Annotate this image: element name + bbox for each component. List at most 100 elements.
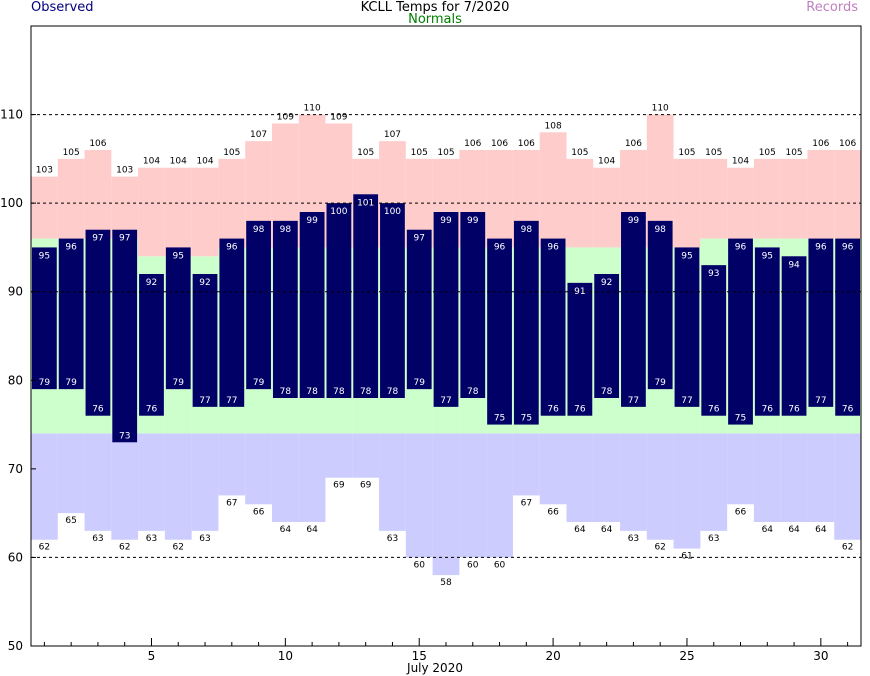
record-high-label: 106 — [812, 139, 829, 149]
record-high-label: 105 — [785, 148, 802, 158]
record-high-label: 105 — [437, 148, 454, 158]
observed-low-label: 76 — [788, 405, 800, 415]
observed-bar — [754, 247, 780, 416]
record-low-label: 60 — [494, 560, 506, 570]
record-low-band — [539, 433, 567, 505]
record-high-label: 103 — [116, 166, 133, 176]
record-low-band — [700, 433, 728, 531]
observed-bar — [728, 238, 753, 425]
record-low-label: 67 — [226, 498, 237, 508]
observed-high-label: 96 — [65, 243, 77, 253]
observed-high-label: 98 — [280, 225, 292, 235]
observed-bar — [567, 282, 593, 416]
observed-high-label: 100 — [330, 207, 347, 217]
observed-bar — [326, 203, 352, 398]
y-tick-label: 80 — [8, 373, 23, 387]
observed-low-label: 76 — [708, 405, 720, 415]
record-high-band — [834, 150, 861, 239]
record-low-label: 64 — [601, 525, 613, 535]
record-low-band — [486, 433, 513, 558]
record-low-band — [646, 433, 674, 540]
record-low-band — [432, 433, 460, 576]
record-low-label: 62 — [173, 543, 184, 553]
observed-low-label: 76 — [547, 405, 559, 415]
record-low-label: 60 — [467, 560, 479, 570]
observed-low-label: 79 — [253, 378, 265, 388]
record-low-band — [727, 433, 754, 505]
observed-low-label: 78 — [280, 387, 292, 397]
legend-normals: Normals — [408, 12, 462, 27]
record-low-label: 64 — [788, 525, 800, 535]
record-high-band — [593, 167, 621, 248]
record-low-band — [512, 433, 540, 496]
record-low-band — [138, 433, 165, 531]
record-high-band — [700, 158, 728, 239]
observed-low-label: 79 — [413, 378, 425, 388]
observed-high-label: 95 — [39, 251, 50, 261]
observed-bar — [192, 274, 218, 407]
observed-low-label: 73 — [119, 431, 130, 441]
record-low-label: 63 — [387, 534, 398, 544]
record-high-band — [31, 176, 58, 239]
record-low-label: 66 — [253, 507, 265, 517]
observed-bar — [246, 220, 271, 390]
observed-high-label: 99 — [628, 216, 640, 226]
record-low-band — [111, 433, 139, 540]
observed-high-label: 91 — [574, 287, 585, 297]
record-high-band — [191, 167, 219, 257]
chart-title: KCLL Temps for 7/2020 — [360, 0, 510, 15]
observed-low-label: 77 — [199, 396, 210, 406]
record-high-label: 104 — [196, 157, 213, 167]
observed-bar — [165, 247, 191, 390]
record-low-label: 62 — [654, 543, 665, 553]
legend-observed: Observed — [31, 0, 94, 15]
observed-bar — [674, 247, 700, 407]
record-high-label: 109 — [330, 112, 347, 122]
observed-low-label: 76 — [842, 405, 854, 415]
observed-low-label: 78 — [387, 387, 399, 397]
record-low-band — [807, 433, 835, 522]
observed-high-label: 93 — [708, 269, 719, 279]
record-high-label: 104 — [143, 157, 160, 167]
observed-bar — [781, 256, 807, 416]
record-low-band — [459, 433, 487, 558]
observed-low-label: 77 — [681, 396, 692, 406]
observed-bar — [58, 238, 84, 390]
observed-low-label: 77 — [440, 396, 451, 406]
record-high-band — [486, 150, 513, 248]
record-low-label: 69 — [360, 481, 372, 491]
y-tick-label: 110 — [0, 108, 23, 122]
observed-low-label: 76 — [762, 405, 774, 415]
record-low-label: 64 — [574, 525, 586, 535]
record-high-label: 106 — [89, 139, 106, 149]
observed-high-label: 99 — [306, 216, 318, 226]
record-low-label: 60 — [413, 560, 425, 570]
observed-low-label: 78 — [467, 387, 479, 397]
record-low-band — [352, 433, 380, 478]
record-low-label: 64 — [762, 525, 774, 535]
record-high-label: 105 — [678, 148, 695, 158]
observed-high-label: 97 — [413, 234, 424, 244]
record-low-label: 63 — [92, 534, 103, 544]
observed-low-label: 75 — [735, 414, 746, 424]
observed-bar — [380, 203, 405, 398]
x-tick-label: 20 — [545, 649, 560, 663]
record-high-label: 109 — [277, 112, 294, 122]
observed-bar — [540, 238, 566, 416]
record-high-band — [807, 150, 835, 239]
record-high-label: 104 — [732, 157, 749, 167]
observed-bar — [621, 212, 646, 407]
observed-high-label: 97 — [119, 234, 130, 244]
observed-high-label: 98 — [253, 225, 265, 235]
record-high-label: 106 — [518, 139, 535, 149]
record-low-label: 63 — [146, 534, 157, 544]
observed-bar — [219, 238, 245, 407]
observed-low-label: 79 — [65, 378, 77, 388]
observed-high-label: 99 — [467, 216, 479, 226]
record-high-label: 106 — [839, 139, 856, 149]
observed-low-label: 78 — [333, 387, 345, 397]
record-low-label: 61 — [681, 552, 692, 562]
record-low-band — [780, 433, 808, 522]
observed-high-label: 99 — [440, 216, 452, 226]
observed-bar — [112, 229, 138, 443]
